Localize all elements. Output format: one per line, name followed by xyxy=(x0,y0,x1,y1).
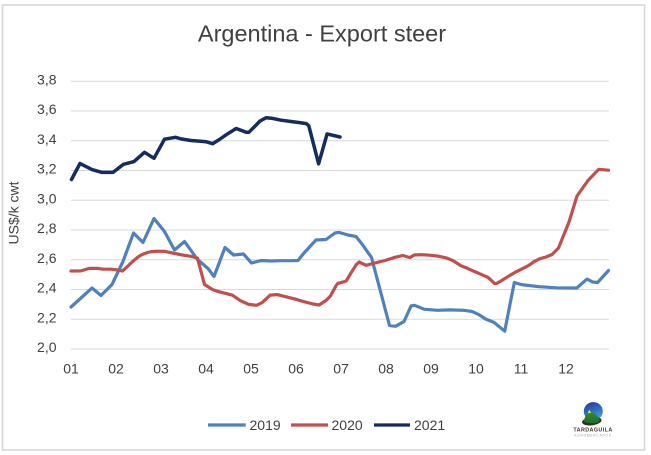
svg-text:02: 02 xyxy=(108,361,124,377)
svg-text:2019: 2019 xyxy=(250,417,281,433)
svg-text:06: 06 xyxy=(288,361,304,377)
svg-text:3,6: 3,6 xyxy=(37,101,57,117)
svg-text:2,6: 2,6 xyxy=(37,250,57,266)
svg-text:Argentina - Export steer: Argentina - Export steer xyxy=(198,21,446,47)
svg-text:2,0: 2,0 xyxy=(37,339,57,355)
svg-text:TARDAGUILA: TARDAGUILA xyxy=(573,428,612,434)
svg-text:11: 11 xyxy=(514,361,529,377)
svg-text:2,4: 2,4 xyxy=(37,280,57,296)
svg-text:04: 04 xyxy=(198,361,214,377)
svg-text:03: 03 xyxy=(153,361,169,377)
svg-text:2,2: 2,2 xyxy=(37,309,57,325)
svg-text:2020: 2020 xyxy=(332,417,363,433)
svg-text:2021: 2021 xyxy=(414,417,445,433)
svg-text:2,8: 2,8 xyxy=(37,220,57,236)
svg-text:09: 09 xyxy=(423,361,439,377)
svg-text:3,0: 3,0 xyxy=(37,190,57,206)
svg-text:01: 01 xyxy=(63,361,79,377)
svg-text:3,8: 3,8 xyxy=(37,71,57,87)
svg-text:07: 07 xyxy=(333,361,349,377)
svg-text:08: 08 xyxy=(378,361,394,377)
svg-text:12: 12 xyxy=(558,361,574,377)
svg-text:3,4: 3,4 xyxy=(37,131,57,147)
svg-text:10: 10 xyxy=(468,361,484,377)
svg-text:US$/k cwt: US$/k cwt xyxy=(6,181,22,244)
svg-text:05: 05 xyxy=(243,361,259,377)
svg-text:3,2: 3,2 xyxy=(37,161,57,177)
svg-text:AGROMERCADOS: AGROMERCADOS xyxy=(574,434,611,438)
